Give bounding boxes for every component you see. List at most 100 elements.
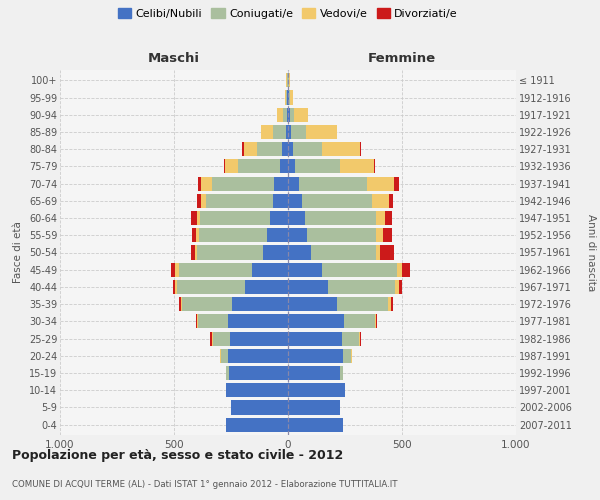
Bar (288, 418, 343, 432)
Bar (173, 280, 175, 294)
Bar (391, 297, 393, 311)
Bar (373, 194, 389, 208)
Bar (287, 108, 288, 122)
Bar (242, 142, 244, 156)
Bar (224, 160, 226, 173)
Bar (288, 383, 345, 398)
Bar (202, 194, 206, 208)
Bar (229, 366, 288, 380)
Bar (311, 246, 376, 260)
Bar (212, 176, 274, 190)
Bar (238, 160, 280, 173)
Bar (376, 228, 383, 242)
Bar (288, 332, 341, 345)
Bar (328, 280, 395, 294)
Bar (244, 142, 257, 156)
Bar (389, 194, 393, 208)
Bar (402, 262, 410, 277)
Bar (299, 176, 367, 190)
Bar (227, 348, 288, 363)
Bar (360, 332, 361, 345)
Bar (343, 348, 351, 363)
Bar (221, 348, 227, 363)
Text: COMUNE DI ACQUI TERME (AL) - Dati ISTAT 1° gennaio 2012 - Elaborazione TUTTITALI: COMUNE DI ACQUI TERME (AL) - Dati ISTAT … (12, 480, 398, 489)
Bar (286, 125, 288, 139)
Bar (179, 297, 181, 311)
Bar (395, 280, 398, 294)
Bar (288, 108, 290, 122)
Bar (175, 262, 179, 277)
Bar (220, 348, 221, 363)
Bar (178, 280, 245, 294)
Bar (270, 211, 288, 225)
Bar (367, 176, 394, 190)
Bar (191, 246, 194, 260)
Bar (288, 142, 293, 156)
Bar (197, 211, 200, 225)
Bar (288, 262, 322, 277)
Bar (376, 211, 385, 225)
Bar (350, 348, 352, 363)
Bar (344, 314, 374, 328)
Bar (360, 142, 361, 156)
Bar (295, 108, 308, 122)
Bar (290, 90, 293, 104)
Bar (288, 228, 307, 242)
Bar (359, 332, 360, 345)
Bar (288, 280, 328, 294)
Bar (175, 280, 178, 294)
Bar (226, 418, 288, 432)
Bar (288, 400, 340, 414)
Bar (288, 366, 340, 380)
Bar (286, 74, 287, 88)
Text: Popolazione per età, sesso e stato civile - 2012: Popolazione per età, sesso e stato civil… (12, 450, 343, 462)
Bar (197, 246, 263, 260)
Bar (170, 262, 175, 277)
Bar (197, 314, 198, 328)
Bar (288, 194, 302, 208)
Y-axis label: Anni di nascita: Anni di nascita (586, 214, 596, 291)
Bar (232, 297, 288, 311)
Bar (305, 125, 337, 139)
Bar (398, 280, 402, 294)
Bar (376, 314, 377, 328)
Bar (288, 211, 305, 225)
Bar (181, 297, 182, 311)
Bar (394, 176, 398, 190)
Text: Maschi: Maschi (148, 52, 200, 65)
Bar (283, 108, 287, 122)
Bar (263, 246, 288, 260)
Bar (211, 332, 212, 345)
Bar (268, 228, 288, 242)
Bar (277, 108, 283, 122)
Bar (397, 262, 402, 277)
Legend: Celibi/Nubili, Coniugati/e, Vedovi/e, Divorziati/e: Celibi/Nubili, Coniugati/e, Vedovi/e, Di… (118, 8, 458, 19)
Bar (340, 160, 373, 173)
Bar (380, 246, 394, 260)
Bar (305, 211, 376, 225)
Bar (283, 142, 288, 156)
Bar (198, 176, 202, 190)
Bar (288, 176, 299, 190)
Text: Femmine: Femmine (368, 52, 436, 65)
Bar (230, 332, 288, 345)
Bar (251, 262, 288, 277)
Bar (206, 194, 273, 208)
Bar (199, 228, 268, 242)
Bar (192, 228, 196, 242)
Bar (337, 297, 388, 311)
Bar (288, 125, 291, 139)
Bar (202, 176, 212, 190)
Bar (340, 366, 343, 380)
Bar (289, 74, 290, 88)
Bar (288, 297, 337, 311)
Bar (287, 90, 288, 104)
Bar (385, 211, 392, 225)
Bar (274, 176, 288, 190)
Bar (196, 314, 197, 328)
Bar (374, 314, 376, 328)
Bar (286, 90, 287, 104)
Bar (182, 297, 232, 311)
Bar (284, 90, 286, 104)
Bar (196, 228, 199, 242)
